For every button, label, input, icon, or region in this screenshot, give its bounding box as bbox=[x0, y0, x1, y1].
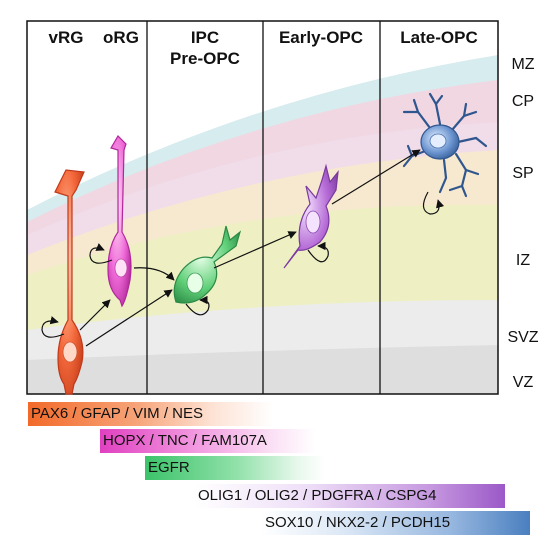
zone-label-mz: MZ bbox=[511, 56, 534, 73]
arrow-org-to-ipc bbox=[133, 267, 175, 281]
zone-label-vz: VZ bbox=[513, 374, 534, 391]
marker-bar-pax6: PAX6 / GFAP / VIM / NES bbox=[28, 402, 273, 426]
arrow-vrg-to-org bbox=[79, 299, 111, 331]
ipc-cell bbox=[173, 225, 242, 304]
marker-bar-hopx: HOPX / TNC / FAM107A bbox=[100, 429, 315, 453]
zone-label-sp: SP bbox=[512, 165, 533, 182]
marker-bar-egfr: EGFR bbox=[145, 456, 325, 480]
zone-label-cp: CP bbox=[512, 93, 534, 110]
column-label-early-opc: Early-OPC bbox=[279, 28, 363, 47]
self-renewal-loop-org bbox=[89, 243, 113, 264]
self-renewal-loop-vrg bbox=[41, 316, 65, 338]
arrow-vrg-to-ipc bbox=[85, 289, 173, 347]
early-opc-cell bbox=[283, 163, 339, 269]
arrow-ipc-to-early bbox=[213, 231, 297, 269]
vrg-cell bbox=[54, 169, 85, 395]
column-label-pre-opc: Pre-OPC bbox=[170, 49, 240, 68]
arrow-early-to-late bbox=[331, 149, 421, 205]
zone-label-svz: SVZ bbox=[507, 329, 538, 346]
marker-bar-sox10: SOX10 / NKX2-2 / PCDH15 bbox=[262, 511, 530, 535]
self-renewal-loop-ipc bbox=[185, 295, 210, 316]
column-label-vrg: vRG bbox=[49, 28, 84, 47]
self-renewal-loop-late-opc bbox=[422, 191, 445, 215]
lineage-arrows bbox=[79, 149, 421, 347]
column-label-late-opc: Late-OPC bbox=[400, 28, 477, 47]
org-cell bbox=[107, 135, 132, 308]
self-renewal-loops bbox=[41, 191, 445, 338]
self-renewal-loop-early-opc bbox=[307, 241, 329, 263]
zone-label-iz: IZ bbox=[516, 252, 530, 269]
column-label-org: oRG bbox=[103, 28, 139, 47]
marker-bar-olig: OLIG1 / OLIG2 / PDGFRA / CSPG4 bbox=[195, 484, 505, 508]
column-label-ipc: IPC bbox=[191, 28, 219, 47]
